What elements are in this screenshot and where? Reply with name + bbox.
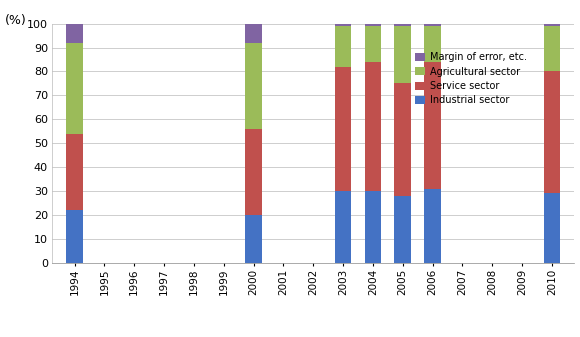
Bar bbox=[394, 83, 411, 196]
Bar bbox=[335, 67, 351, 191]
Bar bbox=[66, 134, 83, 210]
Bar bbox=[335, 26, 351, 67]
Bar bbox=[365, 191, 381, 263]
Bar bbox=[365, 62, 381, 191]
Bar bbox=[543, 193, 560, 263]
Bar bbox=[66, 210, 83, 263]
Bar bbox=[66, 24, 83, 43]
Bar bbox=[394, 196, 411, 263]
Bar bbox=[365, 24, 381, 26]
Bar bbox=[66, 43, 83, 134]
Bar bbox=[245, 43, 262, 129]
Bar bbox=[425, 62, 441, 189]
Text: (%): (%) bbox=[5, 14, 27, 27]
Bar bbox=[543, 24, 560, 26]
Bar bbox=[245, 24, 262, 43]
Bar bbox=[425, 24, 441, 26]
Bar bbox=[335, 191, 351, 263]
Bar bbox=[365, 26, 381, 62]
Bar bbox=[543, 71, 560, 193]
Bar bbox=[245, 129, 262, 215]
Bar bbox=[335, 24, 351, 26]
Bar bbox=[394, 26, 411, 83]
Bar bbox=[245, 215, 262, 263]
Bar bbox=[394, 24, 411, 26]
Bar bbox=[543, 26, 560, 71]
Legend: Margin of error, etc., Agricultural sector, Service sector, Industrial sector: Margin of error, etc., Agricultural sect… bbox=[415, 52, 527, 105]
Bar bbox=[425, 26, 441, 62]
Bar bbox=[425, 189, 441, 263]
